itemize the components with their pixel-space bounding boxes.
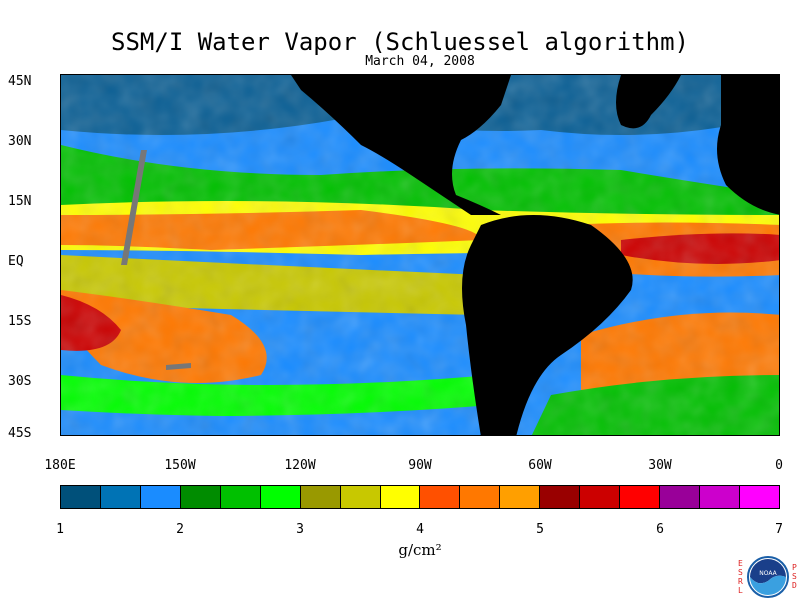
lat-label: 30N <box>8 134 32 149</box>
colorbar-swatch <box>140 486 181 508</box>
europe-africa-land <box>717 75 779 215</box>
lon-label: 120W <box>284 458 316 473</box>
noaa-emblem-icon: NOAA <box>747 556 789 598</box>
colorbar-swatch <box>739 486 779 508</box>
lat-label: 15S <box>8 314 32 329</box>
lon-label: 30W <box>648 458 672 473</box>
lat-label: 45N <box>8 74 32 89</box>
colorbar-tick: 2 <box>176 522 184 537</box>
colorbar-swatch <box>700 486 740 508</box>
lat-label: 45S <box>8 426 32 441</box>
water-vapor-map <box>60 74 780 436</box>
colorbar-swatch <box>420 486 461 508</box>
colorbar-swatch <box>660 486 700 508</box>
colorbar-swatch <box>620 486 661 508</box>
colorbar-swatch <box>380 486 421 508</box>
lat-label: EQ <box>8 254 24 269</box>
colorbar <box>60 485 780 509</box>
colorbar-swatch <box>580 486 621 508</box>
map-svg <box>61 75 779 435</box>
colorbar-units: g/cm² <box>398 541 442 559</box>
colorbar-swatch <box>180 486 221 508</box>
lat-label: 30S <box>8 374 32 389</box>
missing-data-swath <box>121 150 147 265</box>
missing-data-swath-2 <box>166 363 191 370</box>
colorbar-tick: 4 <box>416 522 424 537</box>
colorbar-swatch <box>260 486 301 508</box>
lon-label: 150W <box>164 458 196 473</box>
lon-label: 180E <box>44 458 76 473</box>
colorbar-swatch <box>500 486 541 508</box>
colorbar-tick: 1 <box>56 522 64 537</box>
colorbar-swatch <box>540 486 581 508</box>
colorbar-swatch <box>340 486 381 508</box>
chart-date: March 04, 2008 <box>365 54 475 69</box>
colorbar-tick: 5 <box>536 522 544 537</box>
colorbar-swatch <box>460 486 501 508</box>
lat-label: 15N <box>8 194 32 209</box>
lon-label: 60W <box>528 458 552 473</box>
chart-title: SSM/I Water Vapor (Schluessel algorithm) <box>111 28 689 56</box>
lon-label: 90W <box>408 458 432 473</box>
colorbar-swatch <box>220 486 261 508</box>
colorbar-swatch <box>61 486 101 508</box>
colorbar-tick: 6 <box>656 522 664 537</box>
colorbar-swatch <box>300 486 341 508</box>
colorbar-tick: 3 <box>296 522 304 537</box>
south-america-land <box>461 215 633 435</box>
noaa-text: NOAA <box>759 570 777 577</box>
lon-label: 0 <box>775 458 783 473</box>
greenland-land <box>616 75 681 129</box>
colorbar-tick: 7 <box>775 522 783 537</box>
colorbar-swatch <box>100 486 141 508</box>
north-america-land <box>291 75 511 215</box>
